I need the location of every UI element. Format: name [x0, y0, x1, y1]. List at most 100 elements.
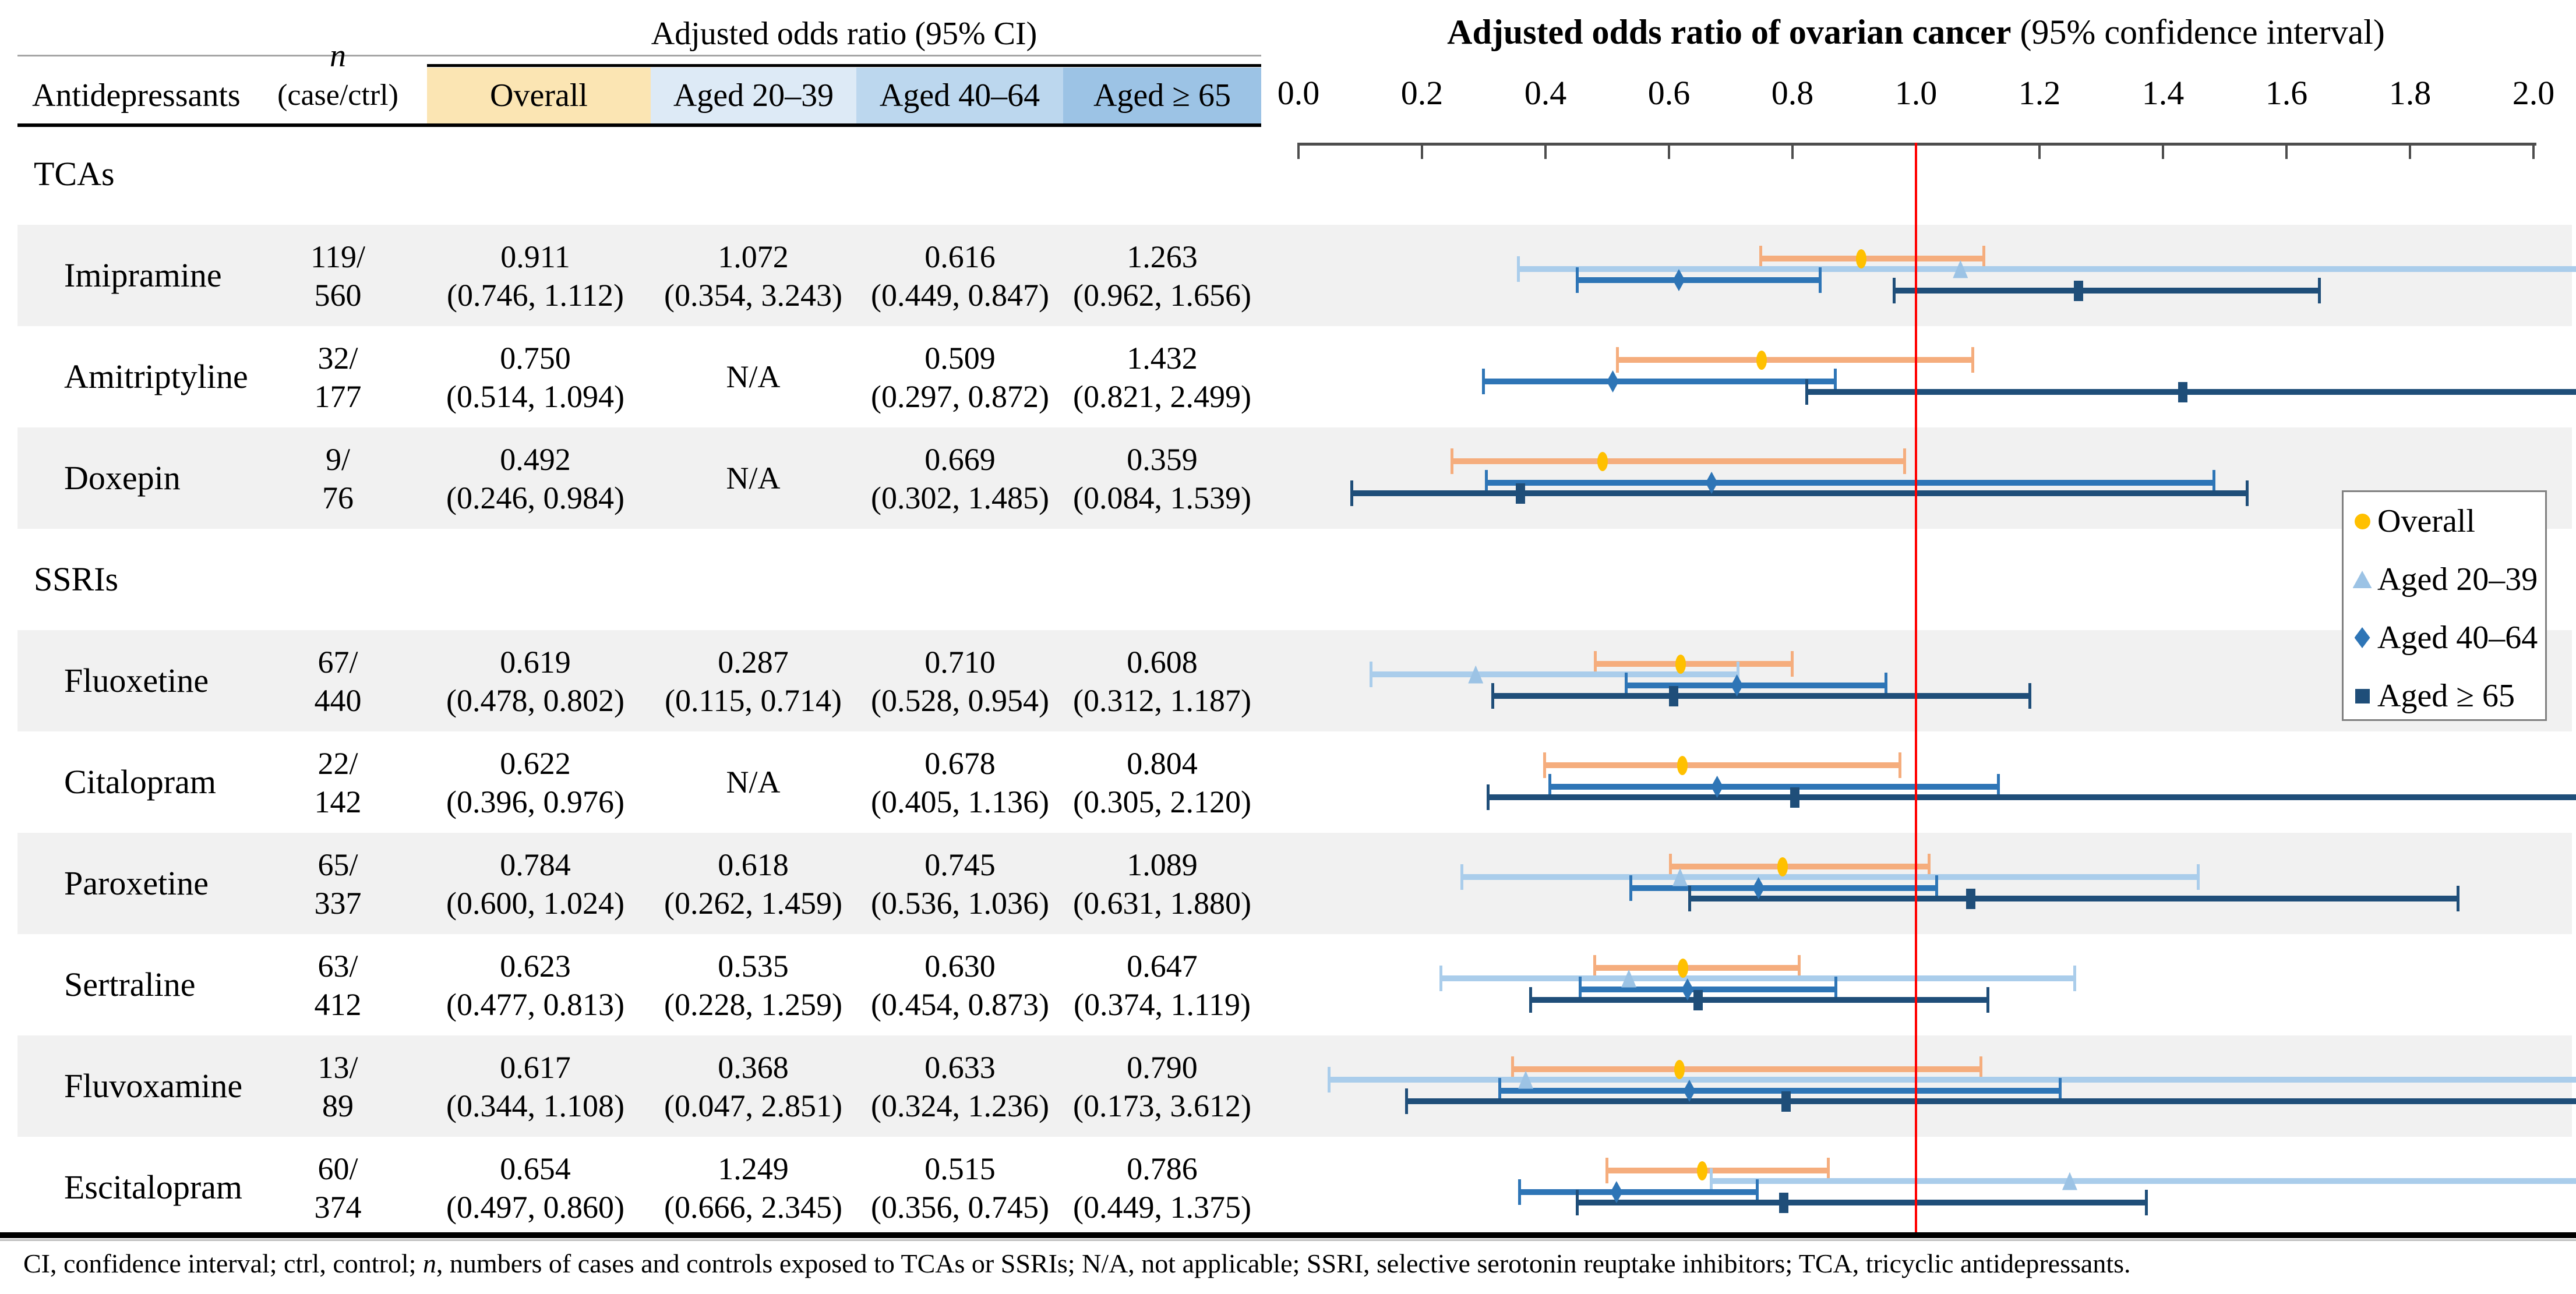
ci-cap-left — [1460, 864, 1463, 890]
ci-cap-right — [2073, 966, 2076, 991]
n-ctrl: 337 — [314, 886, 362, 921]
or-cell-estimate: 0.287 — [718, 645, 789, 680]
x-axis-tick-label: 0.8 — [1771, 74, 1814, 112]
or-cell-ci: (0.746, 1.112) — [447, 278, 624, 313]
plot-title: Adjusted odds ratio of ovarian cancer (9… — [1298, 13, 2533, 51]
legend-label: Aged 20–39 — [2377, 561, 2538, 597]
n-case: 67/ — [317, 645, 358, 680]
or-cell-na: N/A — [726, 359, 781, 394]
ci-cap-left — [1759, 246, 1762, 271]
ci-cap-right — [2144, 1190, 2148, 1215]
or-cell-ci: (0.405, 1.136) — [871, 784, 1049, 819]
ci-cap-left — [1615, 347, 1619, 373]
point-marker-circle — [1777, 857, 1788, 876]
ci-line-diamond — [1481, 379, 1837, 384]
ci-cap-left — [1624, 673, 1628, 698]
or-cell-estimate: 0.790 — [1127, 1050, 1198, 1085]
x-axis-tick-label: 1.4 — [2141, 74, 2185, 112]
ci-cap-left — [1529, 987, 1533, 1013]
ci-cap-right — [1736, 662, 1739, 687]
or-cell-estimate: 1.089 — [1127, 847, 1198, 882]
drug-name: Imipramine — [64, 256, 222, 294]
point-marker-circle — [1597, 451, 1608, 471]
ci-line-diamond — [1624, 683, 1888, 688]
or-cell-estimate: 0.618 — [718, 847, 789, 882]
point-marker-diamond — [1681, 978, 1694, 1000]
or-cell-estimate: 0.622 — [500, 746, 571, 781]
or-cell-ci: (0.305, 2.120) — [1073, 784, 1251, 819]
or-cell-ci: (0.478, 0.802) — [446, 683, 624, 718]
legend-label: Aged ≥ 65 — [2377, 678, 2515, 714]
ci-cap-left — [1669, 854, 1672, 879]
or-cell-estimate: 0.608 — [1127, 645, 1198, 680]
ci-line-triangle — [1460, 874, 2200, 880]
or-cell-estimate: 1.263 — [1127, 239, 1198, 274]
x-axis-tick-label: 1.0 — [1894, 74, 1938, 112]
row-band — [17, 225, 2572, 326]
drug-name: Amitriptyline — [64, 358, 248, 395]
ci-line-square — [1688, 896, 2459, 901]
ci-cap-left — [1491, 683, 1494, 709]
ci-cap-right — [1791, 651, 1794, 677]
point-marker-square — [1790, 787, 1800, 808]
ci-line-circle — [1605, 1168, 1830, 1173]
ci-cap-left — [1605, 1158, 1608, 1183]
or-cell-estimate: 0.368 — [718, 1050, 789, 1085]
x-axis-tick — [2532, 143, 2535, 159]
point-marker-square — [1515, 483, 1525, 504]
plot-title-rest: (95% confidence interval) — [2011, 13, 2385, 51]
or-cell-estimate: 0.911 — [500, 239, 570, 274]
ci-cap-right — [2059, 1078, 2062, 1104]
drug-name: Doxepin — [64, 459, 181, 497]
or-cell-ci: (0.666, 2.345) — [664, 1190, 842, 1225]
n-ctrl: 177 — [314, 379, 362, 414]
or-cell-ci: (0.115, 0.714) — [665, 683, 842, 718]
ci-cap-right — [1797, 955, 1801, 981]
column-header-n: n — [330, 38, 346, 74]
ci-cap-left — [1593, 955, 1596, 981]
point-marker-circle — [1675, 654, 1686, 674]
x-axis-tick — [1297, 143, 1300, 159]
point-marker-diamond — [1752, 877, 1765, 899]
or-cell-estimate: 0.616 — [924, 239, 996, 274]
ci-line-triangle — [1369, 671, 1739, 677]
or-cell-estimate: 0.678 — [924, 746, 996, 781]
or-cell-estimate: 0.509 — [924, 341, 996, 376]
or-cell-estimate: 0.784 — [500, 847, 571, 882]
n-ctrl: 142 — [314, 784, 362, 819]
or-cell-ci: (0.449, 0.847) — [871, 278, 1049, 313]
ci-cap-left — [1575, 1190, 1579, 1215]
or-cell-ci: (0.374, 1.119) — [1074, 987, 1251, 1022]
table-top-rule — [17, 55, 1261, 56]
or-cell-estimate: 0.492 — [500, 442, 571, 477]
legend-label: Aged 40–64 — [2377, 620, 2538, 656]
ci-line-square — [1491, 693, 2032, 699]
point-marker-circle — [1697, 1161, 1708, 1180]
ci-cap-left — [1350, 480, 1354, 506]
column-header-overall: Overall — [427, 68, 651, 123]
n-case: 63/ — [317, 949, 358, 984]
ci-cap-right — [2196, 864, 2200, 890]
point-marker-square — [2073, 280, 2083, 301]
ci-cap-left — [1579, 977, 1582, 1002]
footnote-part2: , numbers of cases and controls exposed … — [436, 1249, 2131, 1278]
ci-line-square — [1529, 997, 1990, 1003]
n-ctrl: 374 — [314, 1190, 362, 1225]
ci-line-square — [1805, 389, 2576, 395]
or-cell-estimate: 0.623 — [500, 949, 571, 984]
point-marker-circle — [1855, 249, 1866, 268]
ci-line-circle — [1669, 864, 1931, 869]
ci-cap-right — [1928, 854, 1931, 879]
x-axis-line — [1298, 143, 2536, 146]
or-cell-estimate: 0.619 — [500, 645, 571, 680]
point-marker-square — [1693, 989, 1703, 1010]
ci-line-square — [1575, 1200, 2148, 1205]
x-axis-tick-label: 0.0 — [1277, 74, 1320, 112]
ci-cap-right — [1979, 1056, 1983, 1082]
or-cell-estimate: 0.804 — [1127, 746, 1198, 781]
or-cell-ci: (0.246, 0.984) — [446, 480, 624, 515]
point-marker-square — [1669, 685, 1679, 706]
point-marker-diamond — [1683, 1080, 1696, 1102]
point-marker-square — [1781, 1091, 1791, 1112]
x-axis-tick — [2409, 143, 2411, 159]
